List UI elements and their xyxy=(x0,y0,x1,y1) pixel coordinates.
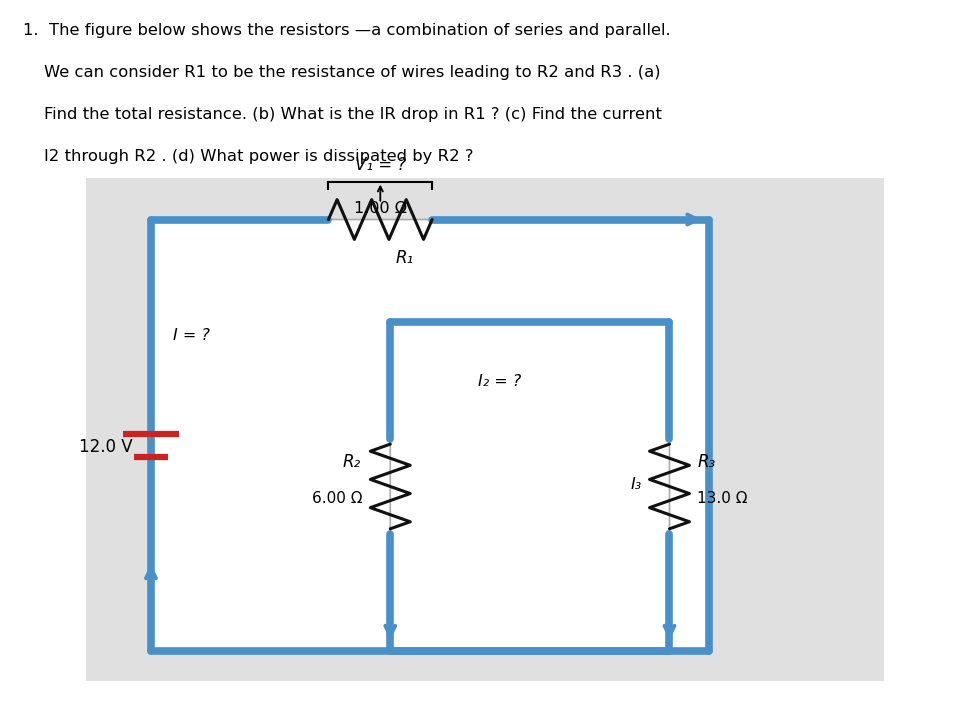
Text: We can consider R1 to be the resistance of wires leading to R2 and R3 . (a): We can consider R1 to be the resistance … xyxy=(23,65,661,80)
Text: I₃: I₃ xyxy=(631,477,641,492)
Text: 1.00 Ω: 1.00 Ω xyxy=(354,201,407,216)
FancyBboxPatch shape xyxy=(390,322,669,651)
Bar xyxy=(87,177,883,681)
Text: 1.  The figure below shows the resistors —a combination of series and parallel.: 1. The figure below shows the resistors … xyxy=(23,23,671,38)
Text: I₂ = ?: I₂ = ? xyxy=(479,375,522,390)
Text: 12.0 V: 12.0 V xyxy=(80,438,133,455)
Text: R₃: R₃ xyxy=(698,452,715,471)
Text: I = ?: I = ? xyxy=(173,327,210,343)
Text: R₁: R₁ xyxy=(395,250,414,267)
Text: 13.0 Ω: 13.0 Ω xyxy=(698,491,748,506)
Text: V₁ = ?: V₁ = ? xyxy=(355,156,406,174)
Text: I2 through R2 . (d) What power is dissipated by R2 ?: I2 through R2 . (d) What power is dissip… xyxy=(23,148,474,164)
Text: R₂: R₂ xyxy=(342,452,360,471)
Text: 6.00 Ω: 6.00 Ω xyxy=(312,491,362,506)
Text: Find the total resistance. (b) What is the IR drop in R1 ? (c) Find the current: Find the total resistance. (b) What is t… xyxy=(23,107,663,122)
FancyBboxPatch shape xyxy=(151,220,709,651)
